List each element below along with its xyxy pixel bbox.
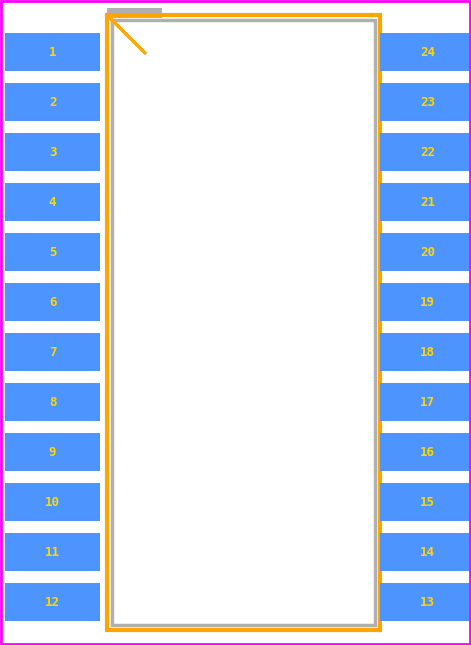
Text: 14: 14 bbox=[420, 546, 435, 559]
Text: 8: 8 bbox=[49, 395, 56, 408]
Bar bbox=[380, 483, 471, 521]
Bar bbox=[380, 583, 471, 621]
Bar bbox=[5, 133, 100, 171]
Text: 4: 4 bbox=[49, 195, 56, 208]
Text: 13: 13 bbox=[420, 595, 435, 608]
Bar bbox=[380, 283, 471, 321]
Bar bbox=[380, 33, 471, 71]
Bar bbox=[112, 20, 375, 625]
Bar bbox=[107, 15, 380, 630]
Bar bbox=[107, 8, 162, 18]
Text: 10: 10 bbox=[45, 495, 60, 508]
Bar bbox=[380, 433, 471, 471]
Bar bbox=[5, 33, 100, 71]
Text: 2: 2 bbox=[49, 95, 56, 108]
Text: 1: 1 bbox=[49, 46, 56, 59]
Text: 9: 9 bbox=[49, 446, 56, 459]
Bar bbox=[380, 233, 471, 271]
Text: 19: 19 bbox=[420, 295, 435, 308]
Bar bbox=[5, 83, 100, 121]
Text: 16: 16 bbox=[420, 446, 435, 459]
Text: 11: 11 bbox=[45, 546, 60, 559]
Bar bbox=[380, 333, 471, 371]
Bar bbox=[5, 433, 100, 471]
Text: 20: 20 bbox=[420, 246, 435, 259]
Bar bbox=[5, 533, 100, 571]
Text: 23: 23 bbox=[420, 95, 435, 108]
Bar bbox=[380, 533, 471, 571]
Text: 6: 6 bbox=[49, 295, 56, 308]
Bar bbox=[5, 483, 100, 521]
Text: 15: 15 bbox=[420, 495, 435, 508]
Bar bbox=[5, 333, 100, 371]
Bar bbox=[5, 183, 100, 221]
Text: 3: 3 bbox=[49, 146, 56, 159]
Bar bbox=[380, 133, 471, 171]
Text: 24: 24 bbox=[420, 46, 435, 59]
Bar bbox=[380, 383, 471, 421]
Bar bbox=[5, 233, 100, 271]
Text: 18: 18 bbox=[420, 346, 435, 359]
Bar bbox=[5, 383, 100, 421]
Text: 17: 17 bbox=[420, 395, 435, 408]
Bar bbox=[5, 583, 100, 621]
Text: 22: 22 bbox=[420, 146, 435, 159]
Bar bbox=[5, 283, 100, 321]
Bar bbox=[380, 183, 471, 221]
Text: 5: 5 bbox=[49, 246, 56, 259]
Text: 21: 21 bbox=[420, 195, 435, 208]
Text: 7: 7 bbox=[49, 346, 56, 359]
Text: 12: 12 bbox=[45, 595, 60, 608]
Bar bbox=[380, 83, 471, 121]
